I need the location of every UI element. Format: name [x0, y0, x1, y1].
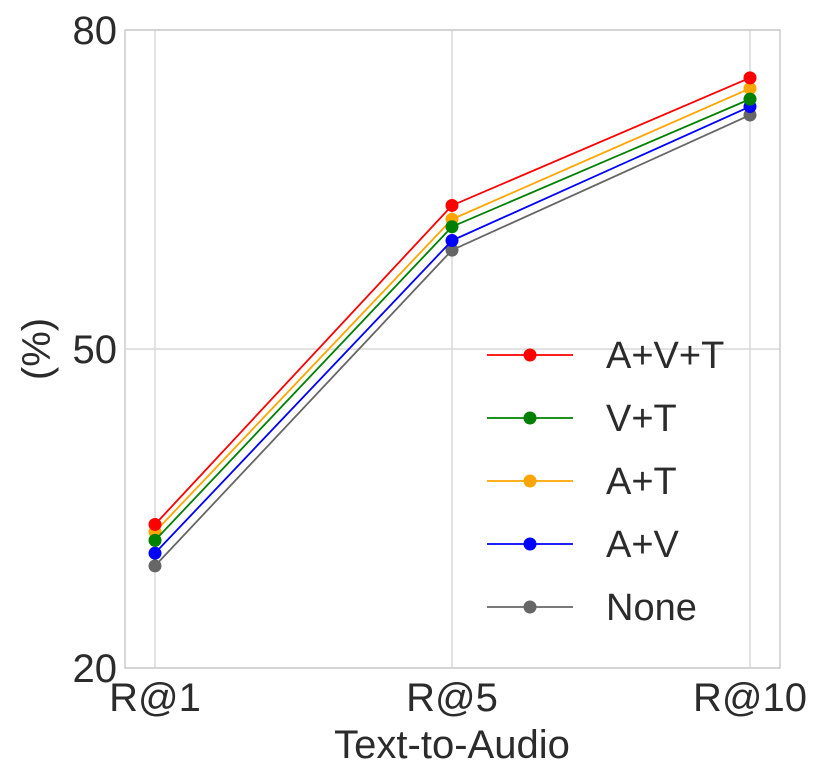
y-tick-label-0: 20 — [73, 647, 118, 691]
plot-frame — [124, 29, 781, 669]
data-point-0-2 — [743, 71, 757, 85]
data-point-2-2 — [743, 81, 757, 95]
legend-label-1: V+T — [606, 398, 677, 440]
data-point-3-0 — [148, 546, 162, 560]
legend-item-1: V+T — [487, 398, 677, 440]
data-point-1-2 — [743, 92, 757, 106]
legend-item-3: A+V — [487, 524, 680, 566]
legend-swatch-marker-0 — [523, 348, 537, 362]
series-1 — [148, 92, 757, 547]
y-tick-label-1: 50 — [73, 328, 118, 372]
legend-item-2: A+T — [487, 461, 677, 503]
legend-label-3: A+V — [606, 524, 680, 566]
data-point-0-1 — [445, 198, 459, 212]
series-layer — [148, 71, 757, 573]
data-point-0-0 — [148, 517, 162, 531]
x-tick-labels: R@1 R@5 R@10 — [109, 676, 807, 720]
series-0 — [148, 71, 757, 531]
data-point-3-1 — [445, 234, 459, 248]
y-tick-label-2: 80 — [73, 9, 118, 53]
x-tick-label-2: R@10 — [693, 676, 807, 720]
legend: A+V+T V+T A+T A+V None — [487, 335, 724, 629]
legend-swatch-marker-4 — [523, 600, 537, 614]
data-point-1-0 — [148, 533, 162, 547]
legend-label-0: A+V+T — [606, 335, 724, 377]
legend-label-2: A+T — [606, 461, 677, 503]
x-tick-label-1: R@5 — [406, 676, 498, 720]
legend-swatch-marker-3 — [523, 537, 537, 551]
legend-label-4: None — [606, 587, 697, 629]
x-axis-label: Text-to-Audio — [334, 723, 570, 767]
legend-swatch-marker-1 — [523, 411, 537, 425]
y-axis-label: (%) — [15, 318, 59, 380]
x-tick-label-0: R@1 — [109, 676, 201, 720]
legend-swatch-marker-2 — [523, 474, 537, 488]
data-point-4-1 — [445, 243, 459, 257]
data-point-1-1 — [445, 220, 459, 234]
data-point-4-0 — [148, 559, 162, 573]
legend-item-4: None — [487, 587, 697, 629]
legend-item-0: A+V+T — [487, 335, 724, 377]
y-tick-labels: 20 50 80 — [73, 9, 118, 691]
